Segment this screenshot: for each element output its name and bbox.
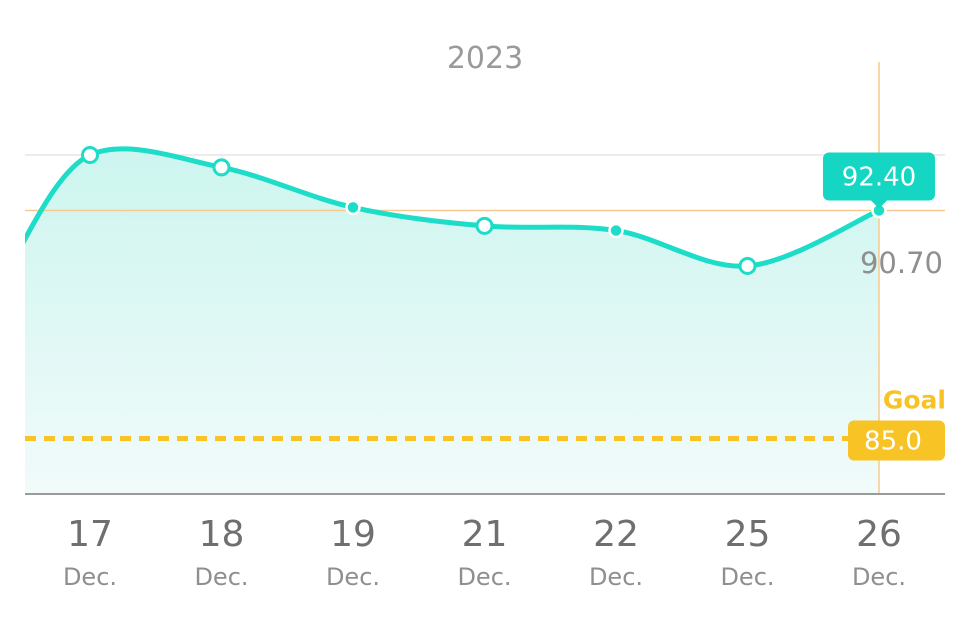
selected-tooltip: 92.40 — [823, 152, 935, 209]
goal-badge: 85.0 — [848, 420, 945, 461]
x-tick-month-label: Dec. — [852, 563, 906, 591]
x-tick-month-label: Dec. — [326, 563, 380, 591]
x-tick-month-label: Dec. — [720, 563, 774, 591]
goal-title: Goal — [883, 386, 946, 415]
data-point[interactable] — [608, 222, 624, 239]
x-tick-day-label: 25 — [725, 514, 771, 555]
x-tick-day-label: 21 — [462, 514, 508, 555]
data-point[interactable] — [81, 146, 99, 164]
area-fill — [25, 148, 879, 494]
x-tick-day-label: 18 — [199, 514, 245, 555]
data-point[interactable] — [738, 256, 757, 275]
data-point[interactable] — [475, 216, 494, 235]
reference-label: 90.70 — [860, 246, 943, 280]
x-tick-month-label: Dec. — [589, 563, 643, 591]
data-points — [81, 146, 887, 275]
x-axis-labels: 17 Dec. 18 Dec. 19 Dec. 21 Dec. 22 Dec. 25 Dec. 26 De… — [63, 514, 906, 591]
goal-value-label: 85.0 — [864, 427, 922, 457]
x-tick-month-label: Dec. — [194, 563, 248, 591]
x-tick-day-label: 26 — [856, 514, 902, 555]
x-tick-day-label: 17 — [67, 514, 113, 555]
x-tick-month-label: Dec. — [457, 563, 511, 591]
data-point[interactable] — [212, 158, 231, 177]
chart-title: 2023 — [447, 41, 523, 76]
x-tick-month-label: Dec. — [63, 563, 117, 591]
data-point[interactable] — [345, 199, 361, 216]
selected-value-label: 92.40 — [842, 162, 916, 192]
x-tick-day-label: 19 — [330, 514, 376, 555]
x-tick-day-label: 22 — [593, 514, 639, 555]
